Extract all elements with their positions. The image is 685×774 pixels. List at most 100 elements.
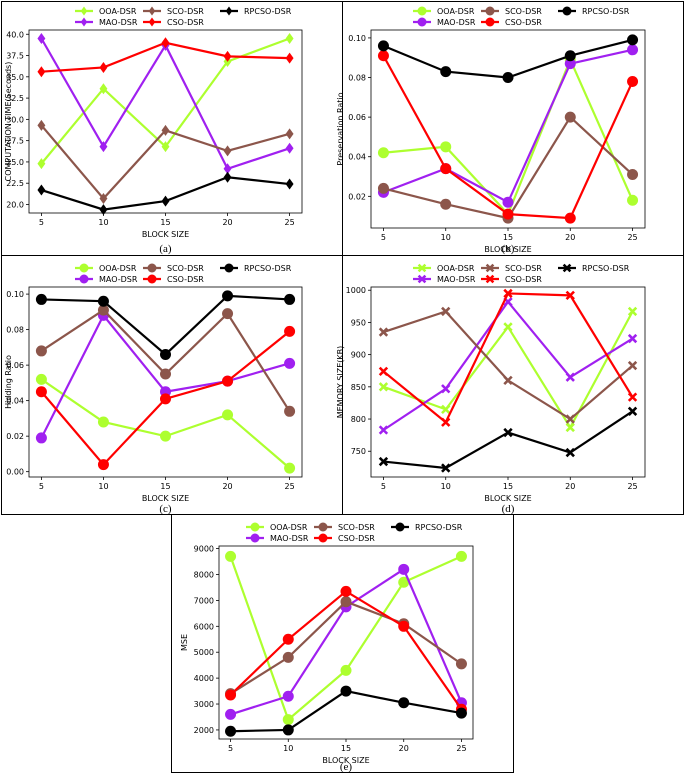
data-point-CSO-DSR	[502, 208, 514, 220]
data-point-MAO-DSR	[282, 690, 294, 702]
y-tick-label: 35.0	[6, 73, 24, 82]
data-point-CSO-DSR	[398, 620, 410, 632]
x-tick-label: 20	[222, 482, 232, 491]
data-point-RPCSO-DSR	[565, 447, 575, 458]
panel-caption: (b)	[502, 243, 515, 255]
data-point-SCO-DSR	[440, 198, 452, 210]
chart-e: 5 10 15 20 25 2000 3000 4000 5000 6000 7000 8000 900…	[180, 522, 474, 773]
y-tick-label: 900	[351, 351, 366, 360]
data-point-RPCSO-DSR	[225, 725, 237, 737]
data-point-SCO-DSR	[223, 145, 232, 157]
legend-marker-SCO-DSR	[485, 6, 495, 16]
x-tick-label: 20	[565, 482, 575, 491]
y-tick-label: 0.10	[348, 34, 366, 43]
legend-marker-MAO-DSR	[80, 17, 88, 27]
y-axis-label: Hidding Ratio	[4, 355, 13, 409]
data-point-RPCSO-DSR	[160, 348, 171, 360]
y-tick-label: 32.5	[6, 94, 24, 103]
x-tick-label: 10	[441, 233, 451, 242]
legend-marker-CSO-DSR	[318, 533, 328, 543]
x-tick-label: 25	[627, 233, 637, 242]
legend-label-OOA-DSR: OOA-DSR	[270, 523, 308, 532]
data-point-OOA-DSR	[222, 409, 234, 421]
panel-caption: (d)	[502, 503, 515, 515]
x-tick-label: 25	[456, 744, 466, 753]
legend-marker-SCO-DSR	[147, 263, 157, 273]
y-tick-label: 950	[351, 318, 366, 327]
data-point-MAO-DSR	[564, 58, 576, 70]
y-tick-label: 800	[351, 415, 366, 424]
legend-marker-CSO-DSR	[485, 274, 495, 284]
data-point-SCO-DSR	[340, 596, 352, 608]
legend-label-RPCSO-DSR: RPCSO-DSR	[582, 7, 630, 16]
data-point-RPCSO-DSR	[284, 293, 296, 305]
data-point-CSO-DSR	[564, 212, 576, 224]
data-point-MAO-DSR	[565, 372, 575, 382]
x-axis-label: BLOCK SIZE	[484, 494, 531, 503]
data-point-SCO-DSR	[222, 308, 234, 320]
y-tick-label: 0.08	[6, 326, 24, 335]
x-tick-label: 5	[39, 482, 44, 491]
data-point-CSO-DSR	[222, 375, 234, 387]
x-axis-label: BLOCK SIZE	[142, 230, 189, 239]
x-axis-label: BLOCK SIZE	[142, 494, 189, 503]
series-line-MAO-DSR	[382, 300, 634, 431]
data-point-SCO-DSR	[378, 327, 389, 337]
legend-label-MAO-DSR: MAO-DSR	[99, 18, 138, 27]
data-point-RPCSO-DSR	[455, 707, 467, 719]
legend-label-RPCSO-DSR: RPCSO-DSR	[244, 7, 292, 16]
legend-marker-RPCSO-DSR	[224, 263, 234, 273]
y-tick-label: 6000	[194, 622, 214, 631]
data-point-MAO-DSR	[398, 563, 410, 575]
y-tick-label: 0.10	[6, 290, 24, 299]
data-point-RPCSO-DSR	[398, 697, 410, 709]
legend-marker-MAO-DSR	[79, 274, 89, 284]
data-point-MAO-DSR	[223, 163, 232, 175]
y-tick-label: 30.0	[6, 115, 24, 124]
legend-label-MAO-DSR: MAO-DSR	[99, 275, 138, 284]
data-point-SCO-DSR	[282, 651, 294, 663]
legend-label-OOA-DSR: OOA-DSR	[99, 264, 137, 273]
data-point-SCO-DSR	[503, 375, 513, 386]
series-line-OOA-DSR	[383, 310, 634, 430]
legend-marker-OOA-DSR	[250, 522, 260, 532]
y-axis-label: COMPUTATION TIME(Seconds)	[4, 62, 13, 182]
x-tick-label: 10	[441, 482, 451, 491]
y-tick-label: 40.0	[6, 30, 24, 39]
data-point-MAO-DSR	[225, 708, 237, 720]
y-tick-label: 0.04	[6, 397, 24, 406]
panel-caption: (c)	[159, 503, 172, 515]
data-point-SCO-DSR	[441, 306, 451, 317]
legend-marker-MAO-DSR	[417, 274, 427, 284]
data-point-RPCSO-DSR	[564, 50, 576, 62]
data-point-CSO-DSR	[285, 52, 294, 64]
data-point-OOA-DSR	[627, 194, 639, 206]
data-point-RPCSO-DSR	[440, 66, 452, 78]
y-tick-label: 9000	[194, 545, 214, 554]
data-point-CSO-DSR	[225, 689, 237, 701]
data-point-RPCSO-DSR	[627, 406, 638, 416]
y-tick-label: 0.06	[6, 361, 24, 370]
legend-marker-CSO-DSR	[147, 274, 157, 284]
y-tick-label: 750	[351, 447, 366, 456]
data-point-OOA-DSR	[627, 306, 638, 317]
y-tick-label: 2000	[194, 726, 214, 735]
x-tick-label: 10	[283, 744, 293, 753]
data-point-OOA-DSR	[284, 462, 296, 474]
legend-label-SCO-DSR: SCO-DSR	[505, 7, 542, 16]
chart-b: 5 10 15 20 25 0.02 0.04 0.06 0.08 0.10 BLOCK SIZE P…	[336, 6, 646, 255]
data-point-CSO-DSR	[441, 417, 451, 427]
panel-caption: (e)	[340, 761, 353, 773]
data-point-MAO-DSR	[502, 196, 514, 208]
data-point-MAO-DSR	[35, 432, 47, 444]
data-point-MAO-DSR	[441, 384, 451, 394]
x-tick-label: 5	[228, 744, 233, 753]
y-tick-label: 1000	[346, 286, 366, 295]
y-tick-label: 7000	[194, 596, 214, 605]
y-tick-label: 25.0	[6, 158, 24, 167]
data-point-SCO-DSR	[97, 304, 109, 316]
data-point-SCO-DSR	[565, 414, 575, 424]
data-point-CSO-DSR	[377, 50, 389, 62]
data-point-MAO-DSR	[627, 333, 638, 344]
data-point-RPCSO-DSR	[282, 724, 294, 736]
